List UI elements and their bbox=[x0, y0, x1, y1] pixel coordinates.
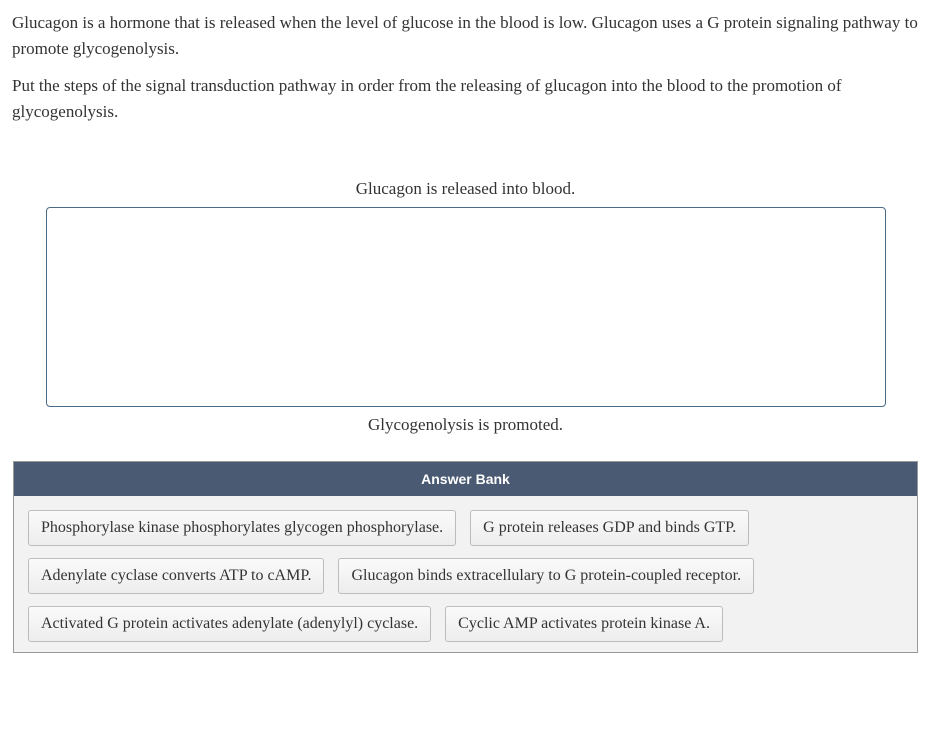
sequence-start-label: Glucagon is released into blood. bbox=[356, 179, 576, 199]
sequence-end-label: Glycogenolysis is promoted. bbox=[368, 415, 563, 435]
sequence-area: Glucagon is released into blood. Glycoge… bbox=[12, 179, 919, 443]
question-text: Glucagon is a hormone that is released w… bbox=[12, 10, 919, 124]
bank-item[interactable]: Activated G protein activates adenylate … bbox=[28, 606, 431, 642]
answer-bank: Answer Bank Phosphorylase kinase phospho… bbox=[13, 461, 918, 653]
bank-item[interactable]: Phosphorylase kinase phosphorylates glyc… bbox=[28, 510, 456, 546]
bank-item[interactable]: G protein releases GDP and binds GTP. bbox=[470, 510, 749, 546]
answer-bank-body: Phosphorylase kinase phosphorylates glyc… bbox=[14, 496, 917, 652]
sequence-drop-zone[interactable] bbox=[46, 207, 886, 407]
bank-item[interactable]: Cyclic AMP activates protein kinase A. bbox=[445, 606, 723, 642]
answer-bank-header: Answer Bank bbox=[14, 462, 917, 496]
bank-item[interactable]: Adenylate cyclase converts ATP to cAMP. bbox=[28, 558, 324, 594]
question-paragraph-1: Glucagon is a hormone that is released w… bbox=[12, 10, 919, 61]
bank-item[interactable]: Glucagon binds extracellulary to G prote… bbox=[338, 558, 754, 594]
question-paragraph-2: Put the steps of the signal transduction… bbox=[12, 73, 919, 124]
